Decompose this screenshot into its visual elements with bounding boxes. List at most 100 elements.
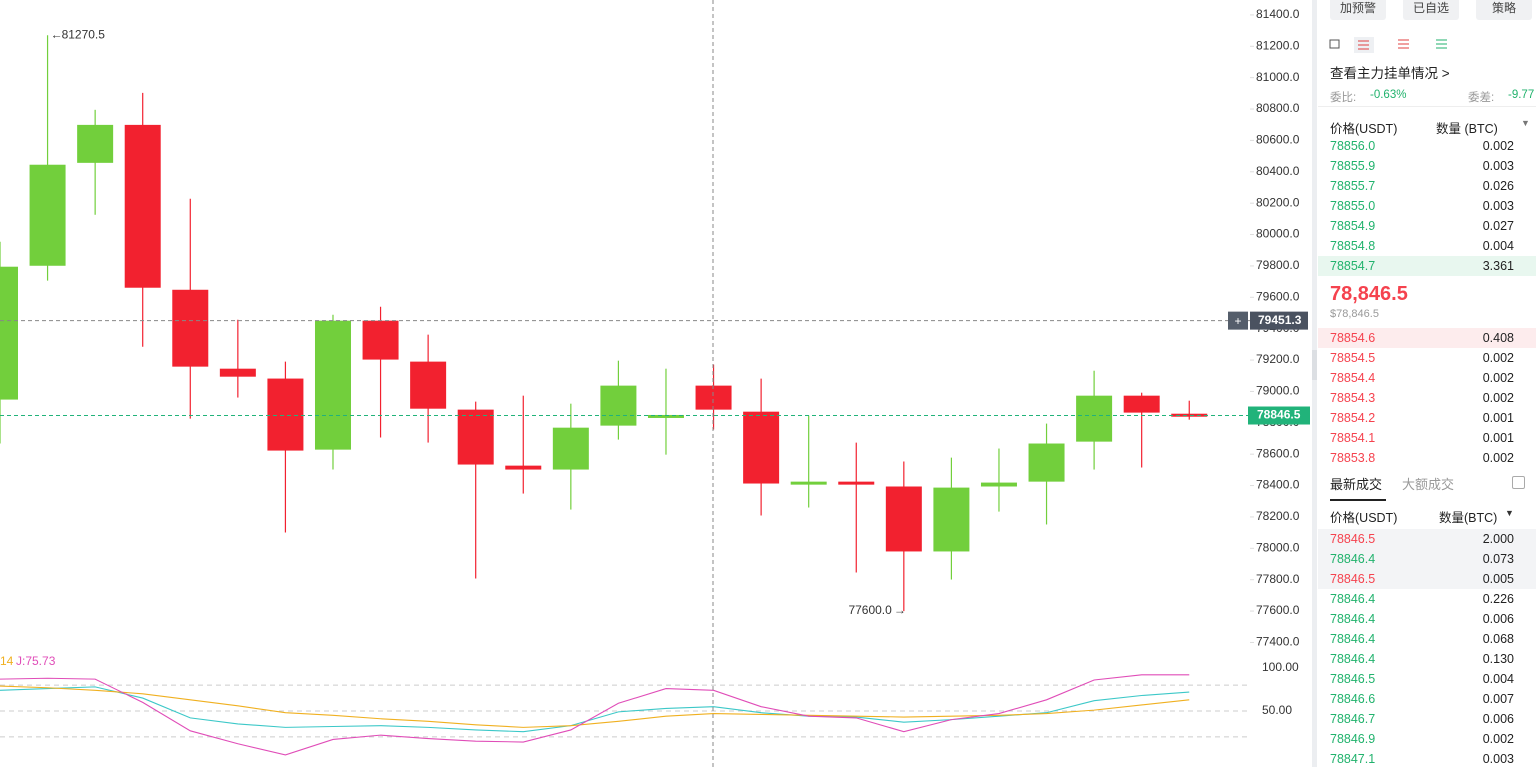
price: 78854.2 (1330, 411, 1376, 425)
candle-body (885, 486, 922, 552)
book-row[interactable]: 78854.1 0.001 (1318, 428, 1536, 448)
panel-divider[interactable] (1312, 0, 1317, 767)
book-row[interactable]: 78853.8 0.002 (1318, 448, 1536, 468)
candle-body (362, 320, 399, 360)
trade-row: 78846.7 0.006 (1318, 709, 1536, 729)
price: 78854.3 (1330, 391, 1376, 405)
qty: 0.001 (1482, 431, 1514, 445)
book-row[interactable]: 78854.7 3.361 (1318, 256, 1536, 276)
candle-body (0, 266, 18, 400)
book-row[interactable]: 78854.2 0.001 (1318, 408, 1536, 428)
high-marker: 81270.5 (62, 27, 106, 41)
qty: 0.027 (1482, 219, 1514, 233)
y-tick-label: 79000.0 (1256, 384, 1300, 398)
icon-bids[interactable] (1436, 39, 1447, 49)
candle-body (457, 409, 494, 465)
price: 78846.5 (1330, 532, 1376, 546)
book-row[interactable]: 78854.5 0.002 (1318, 348, 1536, 368)
qty: 0.004 (1482, 672, 1514, 686)
trade-row: 78847.1 0.003 (1318, 749, 1536, 767)
indicator-line (0, 686, 1190, 733)
crosshair-add[interactable] (1228, 311, 1248, 330)
candle-body (410, 361, 447, 409)
qty: 0.002 (1482, 351, 1514, 365)
candle-body (552, 427, 589, 470)
ratio-value: -0.63% (1370, 89, 1407, 101)
icon-both-active[interactable] (1354, 37, 1374, 53)
candle-body (695, 385, 732, 410)
dropdown-arrow[interactable]: ▼ (1521, 118, 1530, 128)
alert-button[interactable]: 加预警 (1330, 0, 1386, 20)
tab-underline (1330, 499, 1386, 501)
icon-both[interactable] (1329, 39, 1340, 49)
price: 78846.4 (1330, 652, 1376, 666)
qty: 0.006 (1482, 712, 1514, 726)
y-tick-label: 80600.0 (1256, 133, 1300, 147)
indicator-tick-label: 50.00 (1262, 703, 1292, 717)
crosshair-label-bg (1250, 311, 1308, 330)
book-row[interactable]: 78854.4 0.002 (1318, 368, 1536, 388)
candle-body (505, 465, 542, 470)
y-tick-label: 78000.0 (1256, 540, 1300, 554)
candle-body (1076, 395, 1113, 442)
arrow: ← (51, 27, 63, 41)
tab-large[interactable]: 大额成交 (1402, 477, 1455, 492)
price: 78854.1 (1330, 431, 1376, 445)
price: 78854.7 (1330, 259, 1376, 273)
book-row[interactable]: 78855.0 0.003 (1318, 196, 1536, 216)
candle-body (790, 481, 827, 485)
qty: 0.002 (1482, 732, 1514, 746)
book-row[interactable]: 78854.9 0.027 (1318, 216, 1536, 236)
candle-body (314, 320, 351, 450)
strategy-button[interactable]: 策略 (1476, 0, 1532, 20)
last-price: 78,846.5 (1330, 283, 1408, 305)
qty: 0.002 (1482, 391, 1514, 405)
y-tick-label: 80000.0 (1256, 227, 1300, 241)
divider-handle[interactable] (1312, 0, 1317, 767)
y-tick-label: 79200.0 (1256, 352, 1300, 366)
ratio-label: 委比: (1330, 92, 1357, 104)
qty: 0.007 (1482, 692, 1514, 706)
icon-asks[interactable] (1398, 39, 1409, 49)
checkbox[interactable] (1512, 476, 1525, 489)
price: 78853.8 (1330, 451, 1376, 465)
price: 78846.4 (1330, 552, 1376, 566)
price: 78854.9 (1330, 219, 1376, 233)
candle-body (172, 289, 209, 367)
y-tick-label: 77800.0 (1256, 572, 1300, 586)
price: 78854.5 (1330, 351, 1376, 365)
qty: 0.073 (1482, 552, 1514, 566)
y-tick-label: 80800.0 (1256, 101, 1300, 115)
dropdown-arrow[interactable]: ▼ (1505, 508, 1514, 518)
book-row[interactable]: 78856.0 0.002 (1318, 136, 1536, 156)
y-tick-label: 81400.0 (1256, 7, 1300, 21)
indicator-tick-label: 100.00 (1262, 660, 1299, 674)
candle-body (1123, 395, 1160, 413)
book-row[interactable]: 78855.7 0.026 (1318, 176, 1536, 196)
book-row[interactable]: 78854.8 0.004 (1318, 236, 1536, 256)
price: 78846.5 (1330, 672, 1376, 686)
candle-body (600, 385, 637, 426)
candle-body (980, 482, 1017, 487)
y-tick-label: 81200.0 (1256, 38, 1300, 52)
qty: 3.361 (1482, 259, 1514, 273)
qty: 0.002 (1482, 139, 1514, 153)
book-row[interactable]: 78854.6 0.408 (1318, 328, 1536, 348)
qty: 0.226 (1482, 592, 1514, 606)
handle[interactable] (1312, 350, 1317, 380)
book-header-qty[interactable]: 数量 (BTC) (1436, 122, 1498, 136)
depth-link[interactable]: 查看主力挂单情况 > (1330, 66, 1450, 81)
price: 78847.1 (1330, 752, 1376, 766)
y-tick-label: 80200.0 (1256, 195, 1300, 209)
indicator-label: J:75.73 (16, 654, 56, 668)
price: 78846.5 (1330, 572, 1376, 586)
book-row[interactable]: 78855.9 0.003 (1318, 156, 1536, 176)
trade-header-qty[interactable]: 数量(BTC) (1439, 511, 1498, 525)
trade-row: 78846.5 2.000 (1318, 529, 1536, 549)
tab-latest[interactable]: 最新成交 (1330, 477, 1383, 492)
candle-body (933, 487, 970, 552)
book-row[interactable]: 78854.3 0.002 (1318, 388, 1536, 408)
qty: 0.003 (1482, 199, 1514, 213)
y-tick-label: 77400.0 (1256, 635, 1300, 649)
watchlist-button[interactable]: 已自选 (1403, 0, 1459, 20)
